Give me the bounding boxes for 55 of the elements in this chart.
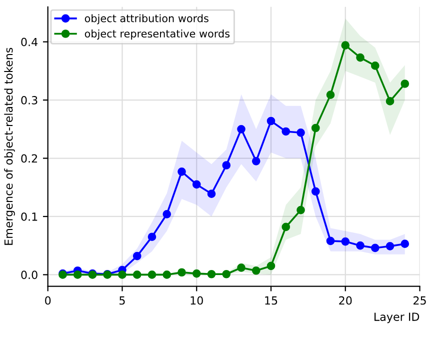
point <box>222 270 231 278</box>
point <box>282 127 290 136</box>
point <box>252 157 260 166</box>
x-tick-label: 20 <box>339 296 352 305</box>
point <box>356 241 364 250</box>
point <box>341 237 350 246</box>
point <box>252 266 260 275</box>
x-tick-label: 15 <box>265 296 278 305</box>
y-tick-label: 0.0 <box>21 270 38 280</box>
point <box>296 128 305 137</box>
legend-label: object attribution words <box>84 14 208 24</box>
point <box>207 270 216 278</box>
point <box>178 167 186 176</box>
point <box>162 270 172 279</box>
y-tick-label: 0.3 <box>21 96 38 104</box>
point <box>132 270 142 279</box>
point <box>162 210 172 218</box>
x-tick-label: 0 <box>45 296 51 305</box>
y-tick-label: 0.1 <box>21 212 38 221</box>
y-tick-label: 0.4 <box>21 38 38 46</box>
x-axis-title: Layer ID <box>374 312 420 324</box>
point <box>192 180 201 189</box>
y-tick-label: 0.2 <box>21 154 38 163</box>
point <box>311 187 320 196</box>
point <box>296 206 305 214</box>
y-axis-title: Emergence of object-related tokens <box>4 48 15 245</box>
point <box>311 124 320 132</box>
point <box>400 240 410 248</box>
point <box>192 269 201 278</box>
point <box>326 236 335 246</box>
point <box>148 232 156 242</box>
point <box>266 116 276 126</box>
point <box>178 268 186 277</box>
point <box>118 270 126 279</box>
legend-label: object representative words <box>84 29 230 40</box>
point <box>73 270 82 279</box>
point <box>282 222 290 232</box>
point <box>370 62 380 70</box>
point <box>370 244 380 252</box>
x-tick-label: 5 <box>120 296 125 305</box>
point <box>207 190 216 198</box>
point <box>386 242 394 250</box>
point <box>341 41 350 50</box>
x-tick-label: 25 <box>414 296 426 305</box>
point <box>326 90 335 99</box>
point <box>266 262 276 270</box>
point <box>132 252 142 260</box>
point <box>356 53 364 62</box>
x-tick-label: 10 <box>190 296 203 305</box>
point <box>386 97 394 106</box>
point <box>237 264 246 272</box>
point <box>148 270 156 279</box>
point <box>222 161 231 170</box>
point <box>400 80 410 88</box>
point <box>237 124 246 134</box>
